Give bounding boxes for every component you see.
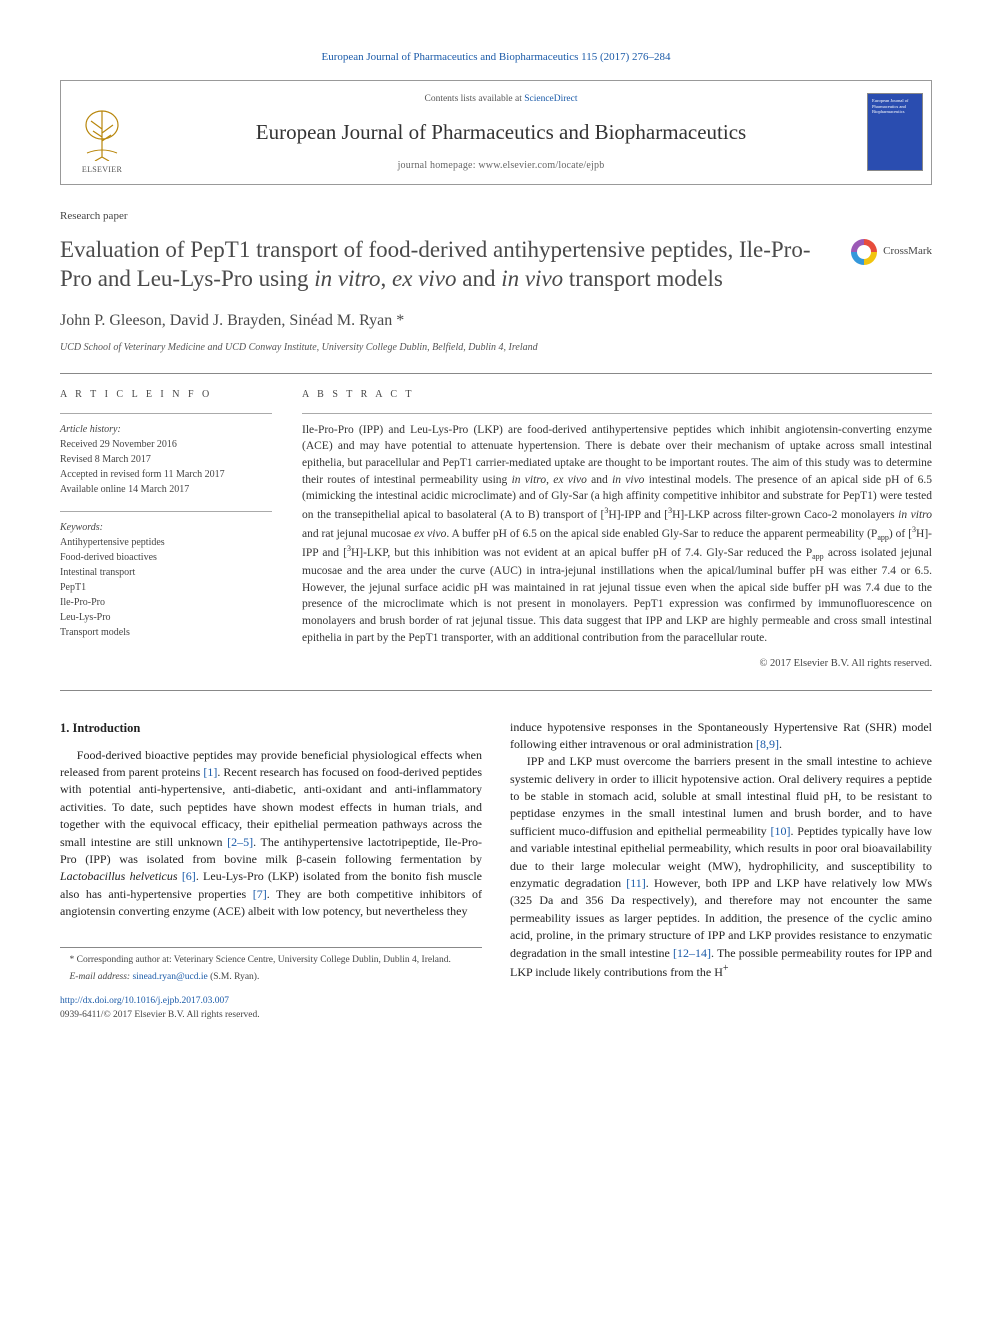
info-abstract-row: A R T I C L E I N F O Article history: R…: [60, 388, 932, 671]
body-column-left: 1. Introduction Food-derived bioactive p…: [60, 719, 482, 1023]
publisher-logo-block: ELSEVIER: [61, 81, 143, 184]
masthead-center: Contents lists available at ScienceDirec…: [143, 81, 859, 184]
publisher-name: ELSEVIER: [82, 164, 122, 176]
article-history: Article history: Received 29 November 20…: [60, 422, 272, 497]
masthead: ELSEVIER Contents lists available at Sci…: [60, 80, 932, 185]
keyword: PepT1: [60, 580, 272, 595]
doi-block: http://dx.doi.org/10.1016/j.ejpb.2017.03…: [60, 995, 482, 1023]
contents-list-line: Contents lists available at ScienceDirec…: [151, 93, 851, 107]
journal-homepage: journal homepage: www.elsevier.com/locat…: [151, 159, 851, 174]
footnotes: * Corresponding author at: Veterinary Sc…: [60, 947, 482, 986]
email-line: E-mail address: sinead.ryan@ucd.ie (S.M.…: [60, 971, 482, 985]
title-text-ital: ex vivo: [392, 266, 456, 291]
history-item: Available online 14 March 2017: [60, 482, 272, 497]
keywords-label: Keywords:: [60, 520, 272, 535]
title-text: and: [456, 266, 501, 291]
email-suffix: (S.M. Ryan).: [210, 972, 259, 982]
authors: John P. Gleeson, David J. Brayden, Sinéa…: [60, 309, 932, 332]
article-info-column: A R T I C L E I N F O Article history: R…: [60, 388, 272, 671]
title-text-ital: in vivo: [501, 266, 563, 291]
home-url[interactable]: www.elsevier.com/locate/ejpb: [478, 160, 604, 171]
article-title: Evaluation of PepT1 transport of food-de…: [60, 235, 835, 294]
cover-thumb-block: European Journal of Pharmaceutics and Bi…: [859, 81, 931, 184]
email-label: E-mail address:: [70, 972, 131, 982]
keyword: Transport models: [60, 625, 272, 640]
journal-reference: European Journal of Pharmaceutics and Bi…: [60, 50, 932, 66]
article-type: Research paper: [60, 209, 932, 225]
divider: [302, 413, 932, 414]
divider: [60, 511, 272, 512]
keyword: Intestinal transport: [60, 565, 272, 580]
history-item: Received 29 November 2016: [60, 437, 272, 452]
issn-copyright: 0939-6411/© 2017 Elsevier B.V. All right…: [60, 1009, 482, 1023]
sciencedirect-link[interactable]: ScienceDirect: [524, 94, 577, 104]
title-text: ,: [381, 266, 393, 291]
keywords-block: Keywords: Antihypertensive peptides Food…: [60, 520, 272, 640]
divider: [60, 413, 272, 414]
history-label: Article history:: [60, 422, 272, 437]
abstract-text: Ile-Pro-Pro (IPP) and Leu-Lys-Pro (LKP) …: [302, 422, 932, 647]
journal-name: European Journal of Pharmaceutics and Bi…: [151, 117, 851, 147]
abstract-column: A B S T R A C T Ile-Pro-Pro (IPP) and Le…: [302, 388, 932, 671]
doi-link[interactable]: http://dx.doi.org/10.1016/j.ejpb.2017.03…: [60, 996, 229, 1006]
copyright-line: © 2017 Elsevier B.V. All rights reserved…: [302, 656, 932, 671]
article-info-head: A R T I C L E I N F O: [60, 388, 272, 403]
body-column-right: induce hypotensive responses in the Spon…: [510, 719, 932, 1023]
crossmark-widget[interactable]: CrossMark: [851, 235, 932, 265]
home-prefix: journal homepage:: [398, 160, 479, 171]
corresponding-author-note: * Corresponding author at: Veterinary Sc…: [60, 954, 482, 968]
crossmark-icon: [851, 239, 877, 265]
paragraph: Food-derived bioactive peptides may prov…: [60, 747, 482, 921]
journal-cover-icon: European Journal of Pharmaceutics and Bi…: [867, 93, 923, 171]
email-link[interactable]: sinead.ryan@ucd.ie: [132, 972, 207, 982]
paragraph: IPP and LKP must overcome the barriers p…: [510, 753, 932, 981]
divider: [60, 690, 932, 691]
history-item: Accepted in revised form 11 March 2017: [60, 467, 272, 482]
affiliation: UCD School of Veterinary Medicine and UC…: [60, 341, 932, 356]
title-text-ital: in vitro: [314, 266, 380, 291]
abstract-head: A B S T R A C T: [302, 388, 932, 403]
section-heading: 1. Introduction: [60, 719, 482, 737]
crossmark-label: CrossMark: [883, 244, 932, 260]
elsevier-tree-icon: [77, 107, 127, 161]
title-text: transport models: [563, 266, 723, 291]
keyword: Leu-Lys-Pro: [60, 610, 272, 625]
cover-title: European Journal of Pharmaceutics and Bi…: [872, 98, 918, 114]
divider: [60, 373, 932, 374]
paragraph: induce hypotensive responses in the Spon…: [510, 719, 932, 754]
title-row: Evaluation of PepT1 transport of food-de…: [60, 235, 932, 294]
keyword: Antihypertensive peptides: [60, 535, 272, 550]
contents-prefix: Contents lists available at: [424, 94, 524, 104]
body-two-column: 1. Introduction Food-derived bioactive p…: [60, 719, 932, 1023]
history-item: Revised 8 March 2017: [60, 452, 272, 467]
page: European Journal of Pharmaceutics and Bi…: [0, 0, 992, 1063]
keyword: Food-derived bioactives: [60, 550, 272, 565]
keyword: Ile-Pro-Pro: [60, 595, 272, 610]
